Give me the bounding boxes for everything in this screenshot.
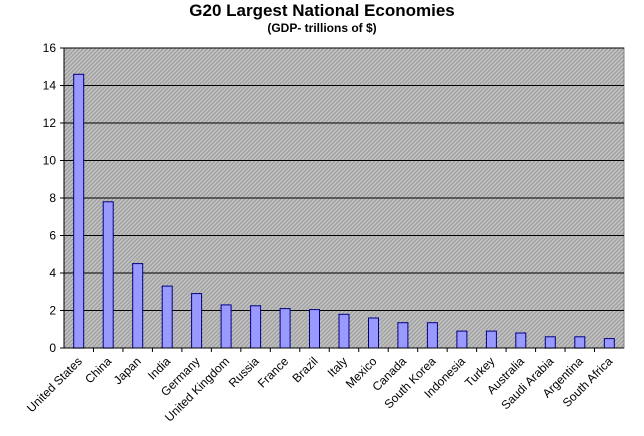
y-tick-label: 14 bbox=[43, 79, 57, 93]
bar-united-states bbox=[73, 73, 85, 349]
x-tick-label: Japan bbox=[111, 354, 144, 387]
bar-russia bbox=[250, 305, 262, 349]
x-tick-label: France bbox=[255, 354, 292, 391]
x-tick-label: Italy bbox=[325, 354, 350, 379]
y-tick-label: 8 bbox=[49, 191, 56, 205]
bar-indonesia bbox=[456, 330, 468, 349]
y-tick-label: 0 bbox=[49, 341, 56, 355]
bar-united-kingdom bbox=[220, 304, 232, 349]
bar-brazil bbox=[309, 309, 320, 349]
y-tick-label: 16 bbox=[43, 41, 57, 55]
x-tick-label: United States bbox=[24, 354, 85, 415]
x-tick-label: Russia bbox=[226, 354, 262, 390]
bar-south-africa bbox=[603, 338, 615, 349]
bar-japan bbox=[132, 263, 144, 349]
bar-australia bbox=[515, 332, 527, 349]
bar-italy bbox=[338, 313, 350, 349]
bar-argentina bbox=[574, 336, 586, 349]
y-tick-label: 2 bbox=[49, 304, 56, 318]
gridlines bbox=[64, 47, 624, 311]
x-tick-label: China bbox=[82, 354, 114, 386]
bar-turkey bbox=[485, 330, 497, 349]
x-tick-label: Brazil bbox=[290, 354, 321, 385]
y-tick-label: 6 bbox=[49, 229, 56, 243]
y-axis-ticks: 0 2 4 6 8 10 12 14 16 bbox=[43, 41, 64, 355]
y-tick-label: 12 bbox=[43, 116, 57, 130]
bar-india bbox=[161, 285, 173, 349]
bar-saudi-arabia bbox=[544, 336, 556, 349]
chart-subtitle: (GDP- trillions of $) bbox=[267, 21, 376, 35]
bar-germany bbox=[191, 293, 203, 349]
bar-mexico bbox=[368, 317, 379, 349]
bar-south-korea bbox=[426, 322, 438, 349]
bar-china bbox=[102, 201, 114, 349]
y-tick-label: 10 bbox=[43, 154, 57, 168]
bar-canada bbox=[397, 322, 409, 349]
chart-title: G20 Largest National Economies bbox=[189, 1, 454, 20]
y-tick-label: 4 bbox=[49, 266, 56, 280]
bar-france bbox=[279, 308, 291, 349]
